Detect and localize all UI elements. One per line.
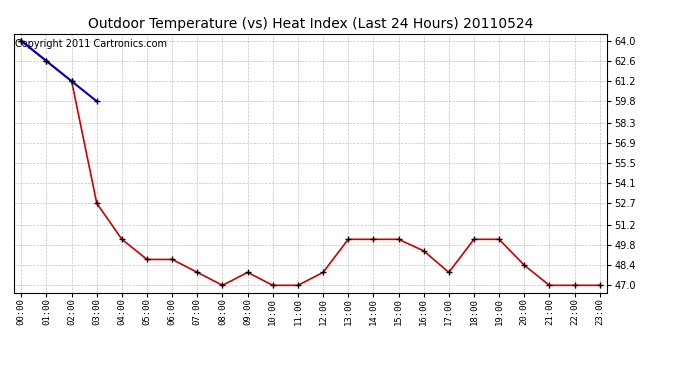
- Text: Copyright 2011 Cartronics.com: Copyright 2011 Cartronics.com: [15, 39, 167, 49]
- Title: Outdoor Temperature (vs) Heat Index (Last 24 Hours) 20110524: Outdoor Temperature (vs) Heat Index (Las…: [88, 17, 533, 31]
